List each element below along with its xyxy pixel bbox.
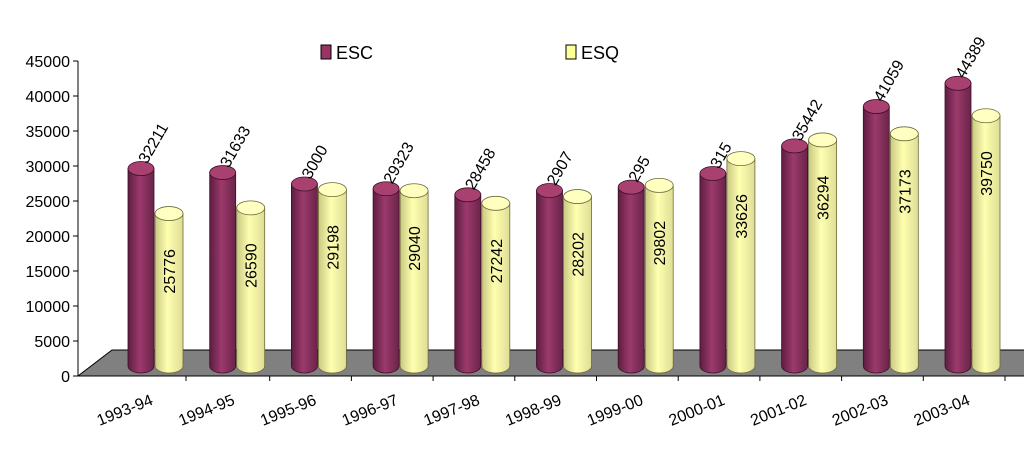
x-tick-label: 2003-04 bbox=[912, 392, 973, 430]
bar-esc bbox=[454, 187, 482, 374]
bar-esq bbox=[563, 189, 592, 374]
x-tick-label: 1997-98 bbox=[421, 392, 482, 430]
data-label-esc: 29323 bbox=[381, 140, 418, 187]
bar-esc bbox=[944, 75, 972, 374]
data-label-esq: 28202 bbox=[571, 232, 588, 277]
bar-esq bbox=[808, 132, 837, 374]
bar-esq bbox=[317, 182, 347, 374]
x-tick-label: 2001-02 bbox=[748, 392, 809, 430]
bar-esc bbox=[127, 161, 155, 374]
data-label-esc: 32211 bbox=[136, 120, 172, 166]
legend-swatch-esc bbox=[320, 44, 332, 60]
y-tick-label: 10000 bbox=[26, 299, 71, 316]
y-tick-label: 25000 bbox=[26, 194, 71, 211]
bar-esq bbox=[399, 183, 429, 374]
data-label-esc: 2907 bbox=[544, 149, 577, 188]
data-label-esq: 37173 bbox=[897, 169, 914, 214]
data-label-esq: 29802 bbox=[652, 221, 669, 266]
legend: ESC ESQ bbox=[320, 43, 619, 63]
x-tick-label: 1994-95 bbox=[176, 392, 237, 430]
x-tick-label: 1993-94 bbox=[95, 392, 156, 430]
bar-esc bbox=[862, 99, 890, 374]
x-tick-label: 2000-01 bbox=[667, 392, 728, 430]
x-tick-label: 1996-97 bbox=[340, 392, 401, 430]
bar-esq bbox=[726, 151, 756, 374]
data-label-esc: 3000 bbox=[299, 143, 332, 182]
bar-esc bbox=[536, 183, 563, 374]
legend-swatch-esq bbox=[565, 44, 577, 60]
y-tick-label: 0 bbox=[61, 369, 70, 386]
y-tick-label: 20000 bbox=[26, 229, 71, 246]
y-tick-label: 30000 bbox=[26, 159, 71, 176]
data-label-esc: 28458 bbox=[463, 146, 500, 193]
y-tick-label: 15000 bbox=[26, 264, 71, 281]
data-label-esq: 27242 bbox=[489, 239, 506, 284]
x-tick-label: 2002-03 bbox=[830, 392, 891, 430]
bar-esq bbox=[889, 126, 919, 374]
legend-label-esq: ESQ bbox=[581, 43, 619, 63]
data-label-esc: 44389 bbox=[953, 34, 990, 81]
legend-label-esc: ESC bbox=[336, 43, 373, 63]
data-label-esq: 29198 bbox=[325, 225, 342, 270]
x-tick-label: 1998-99 bbox=[503, 392, 564, 430]
bar-esc bbox=[699, 166, 727, 374]
data-label-esq: 33626 bbox=[734, 194, 751, 239]
y-tick-label: 5000 bbox=[34, 334, 70, 351]
bar-esq bbox=[971, 108, 1001, 374]
y-tick-label: 45000 bbox=[26, 54, 71, 71]
bar-esc bbox=[209, 165, 237, 374]
data-label-esc: 31633 bbox=[217, 123, 254, 170]
data-label-esc: 41059 bbox=[871, 57, 908, 104]
bar-esq bbox=[154, 206, 184, 374]
data-label-esq: 29040 bbox=[407, 226, 424, 271]
x-tick-label: 1999-00 bbox=[585, 392, 646, 430]
data-label-esq: 26590 bbox=[244, 243, 261, 288]
bar-esq bbox=[236, 200, 266, 374]
bar-esq bbox=[481, 195, 511, 374]
bar-esq bbox=[644, 177, 674, 374]
y-tick-label: 40000 bbox=[26, 89, 71, 106]
data-label-esq: 36294 bbox=[816, 175, 833, 220]
bar-esc bbox=[372, 181, 400, 374]
x-tick-label: 1995-96 bbox=[258, 392, 319, 430]
bar-esc bbox=[290, 176, 318, 374]
bars bbox=[127, 75, 1001, 374]
bar-esc bbox=[617, 179, 645, 374]
data-label-esq: 39750 bbox=[979, 151, 996, 196]
data-label-esq: 25776 bbox=[162, 249, 179, 294]
bar-esc bbox=[781, 138, 808, 374]
y-tick-label: 35000 bbox=[26, 124, 71, 141]
